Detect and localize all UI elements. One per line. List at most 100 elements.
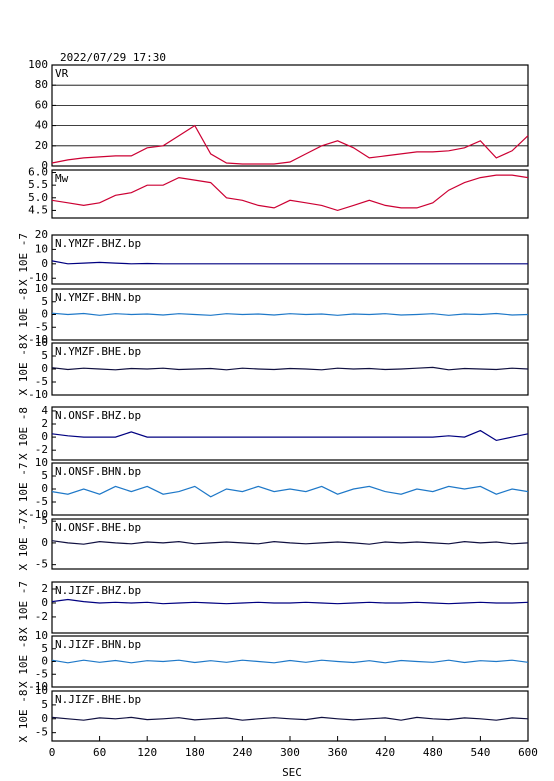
x-axis-label: SEC: [282, 766, 302, 779]
y-tick-label: 4.5: [28, 203, 48, 216]
x-tick-label: 540: [470, 746, 490, 759]
chart-title: 2022/07/29 17:30: [60, 51, 166, 64]
x-tick-label: 420: [375, 746, 395, 759]
y-tick-label: -5: [35, 320, 48, 333]
y-tick-label: -5: [35, 495, 48, 508]
waveform: [51, 124, 529, 165]
y-tick-label: 0: [41, 482, 48, 495]
waveform: [51, 540, 529, 545]
y-tick-label: 60: [35, 98, 48, 111]
y-tick-label: 10: [35, 336, 48, 349]
waveform: [51, 312, 529, 316]
panel-label: Mw: [55, 172, 69, 185]
waveform: [51, 716, 529, 721]
x-tick-label: 300: [280, 746, 300, 759]
y-tick-label: 0: [41, 430, 48, 443]
panel-label: N.JIZF.BHE.bp: [55, 693, 141, 706]
y-tick-label: 40: [35, 119, 48, 132]
y-tick-label: 4: [41, 404, 48, 417]
y-axis-label: X 10E -8: [17, 343, 30, 396]
y-axis-label: X 10E -7: [17, 463, 30, 516]
y-tick-label: 5: [41, 514, 48, 527]
x-tick-label: 360: [328, 746, 348, 759]
panel-label: VR: [55, 67, 69, 80]
y-tick-label: 0: [41, 536, 48, 549]
y-tick-label: 5.0: [28, 191, 48, 204]
y-axis-label: X 10E -8: [17, 288, 30, 341]
y-axis-label: X 10E -8: [17, 690, 30, 743]
y-tick-label: -5: [35, 726, 48, 739]
panel-frame: [51, 518, 529, 570]
x-tick-label: 180: [185, 746, 205, 759]
x-tick-label: 600: [518, 746, 538, 759]
waveform: [51, 598, 529, 605]
waveform: [51, 366, 529, 371]
panel-frame: [51, 406, 529, 461]
y-tick-label: 10: [35, 242, 48, 255]
x-tick-label: 480: [423, 746, 443, 759]
panel-label: N.JIZF.BHZ.bp: [55, 584, 141, 597]
panel-frame: [51, 64, 529, 167]
panel-label: N.YMZF.BHE.bp: [55, 345, 141, 358]
x-tick-label: 120: [137, 746, 157, 759]
panel-label: N.JIZF.BHN.bp: [55, 638, 141, 651]
y-tick-label: 100: [28, 58, 48, 71]
y-tick-label: -10: [28, 271, 48, 284]
y-tick-label: 2: [41, 582, 48, 595]
y-tick-label: 5: [41, 469, 48, 482]
y-tick-label: -5: [35, 558, 48, 571]
y-tick-label: 10: [35, 684, 48, 697]
y-tick-label: 0: [41, 362, 48, 375]
panel-frame: [51, 234, 529, 285]
y-tick-label: -10: [28, 680, 48, 693]
y-axis-label: X 10E -7: [17, 233, 30, 286]
waveform: [51, 429, 529, 442]
y-tick-label: -10: [28, 333, 48, 346]
y-tick-label: 0: [41, 308, 48, 321]
panel-label: N.ONSF.BHZ.bp: [55, 409, 141, 422]
panel-frame: [51, 581, 529, 634]
x-tick-label: 0: [49, 746, 56, 759]
y-tick-label: 10: [35, 629, 48, 642]
y-axis-label: X 10E -8: [17, 635, 30, 688]
y-tick-label: 6.0: [28, 166, 48, 179]
y-tick-label: 2: [41, 417, 48, 430]
y-tick-label: 5: [41, 349, 48, 362]
y-tick-label: -10: [28, 388, 48, 401]
y-axis-label: X 10E -7: [17, 518, 30, 571]
waveform: [51, 174, 529, 212]
y-tick-label: 0: [41, 712, 48, 725]
y-tick-label: 0: [41, 257, 48, 270]
y-axis-label: X 10E -7: [17, 581, 30, 634]
waveform: [51, 659, 529, 664]
y-tick-label: 80: [35, 78, 48, 91]
panel-label: N.ONSF.BHE.bp: [55, 521, 141, 534]
panel-frame: [51, 169, 529, 219]
y-tick-label: -5: [35, 375, 48, 388]
x-tick-label: 60: [93, 746, 106, 759]
y-tick-label: 5.5: [28, 178, 48, 191]
y-tick-label: 0: [41, 596, 48, 609]
panel-label: N.YMZF.BHZ.bp: [55, 237, 141, 250]
y-tick-label: -10: [28, 508, 48, 521]
y-tick-label: 0: [41, 159, 48, 172]
y-tick-label: 10: [35, 282, 48, 295]
panel-label: N.ONSF.BHN.bp: [55, 465, 141, 478]
y-tick-label: 10: [35, 456, 48, 469]
y-tick-label: 5: [41, 642, 48, 655]
panel-label: N.YMZF.BHN.bp: [55, 291, 141, 304]
y-tick-label: 5: [41, 295, 48, 308]
y-tick-label: 20: [35, 139, 48, 152]
waveform: [51, 485, 529, 498]
y-tick-label: 0: [41, 655, 48, 668]
x-tick-label: 240: [232, 746, 252, 759]
y-tick-label: -2: [35, 443, 48, 456]
y-axis-label: X 10E -8: [17, 407, 30, 460]
waveform: [51, 260, 528, 265]
y-tick-label: -5: [35, 667, 48, 680]
y-tick-label: 20: [35, 228, 48, 241]
y-tick-label: -2: [35, 610, 48, 623]
y-tick-label: 5: [41, 698, 48, 711]
